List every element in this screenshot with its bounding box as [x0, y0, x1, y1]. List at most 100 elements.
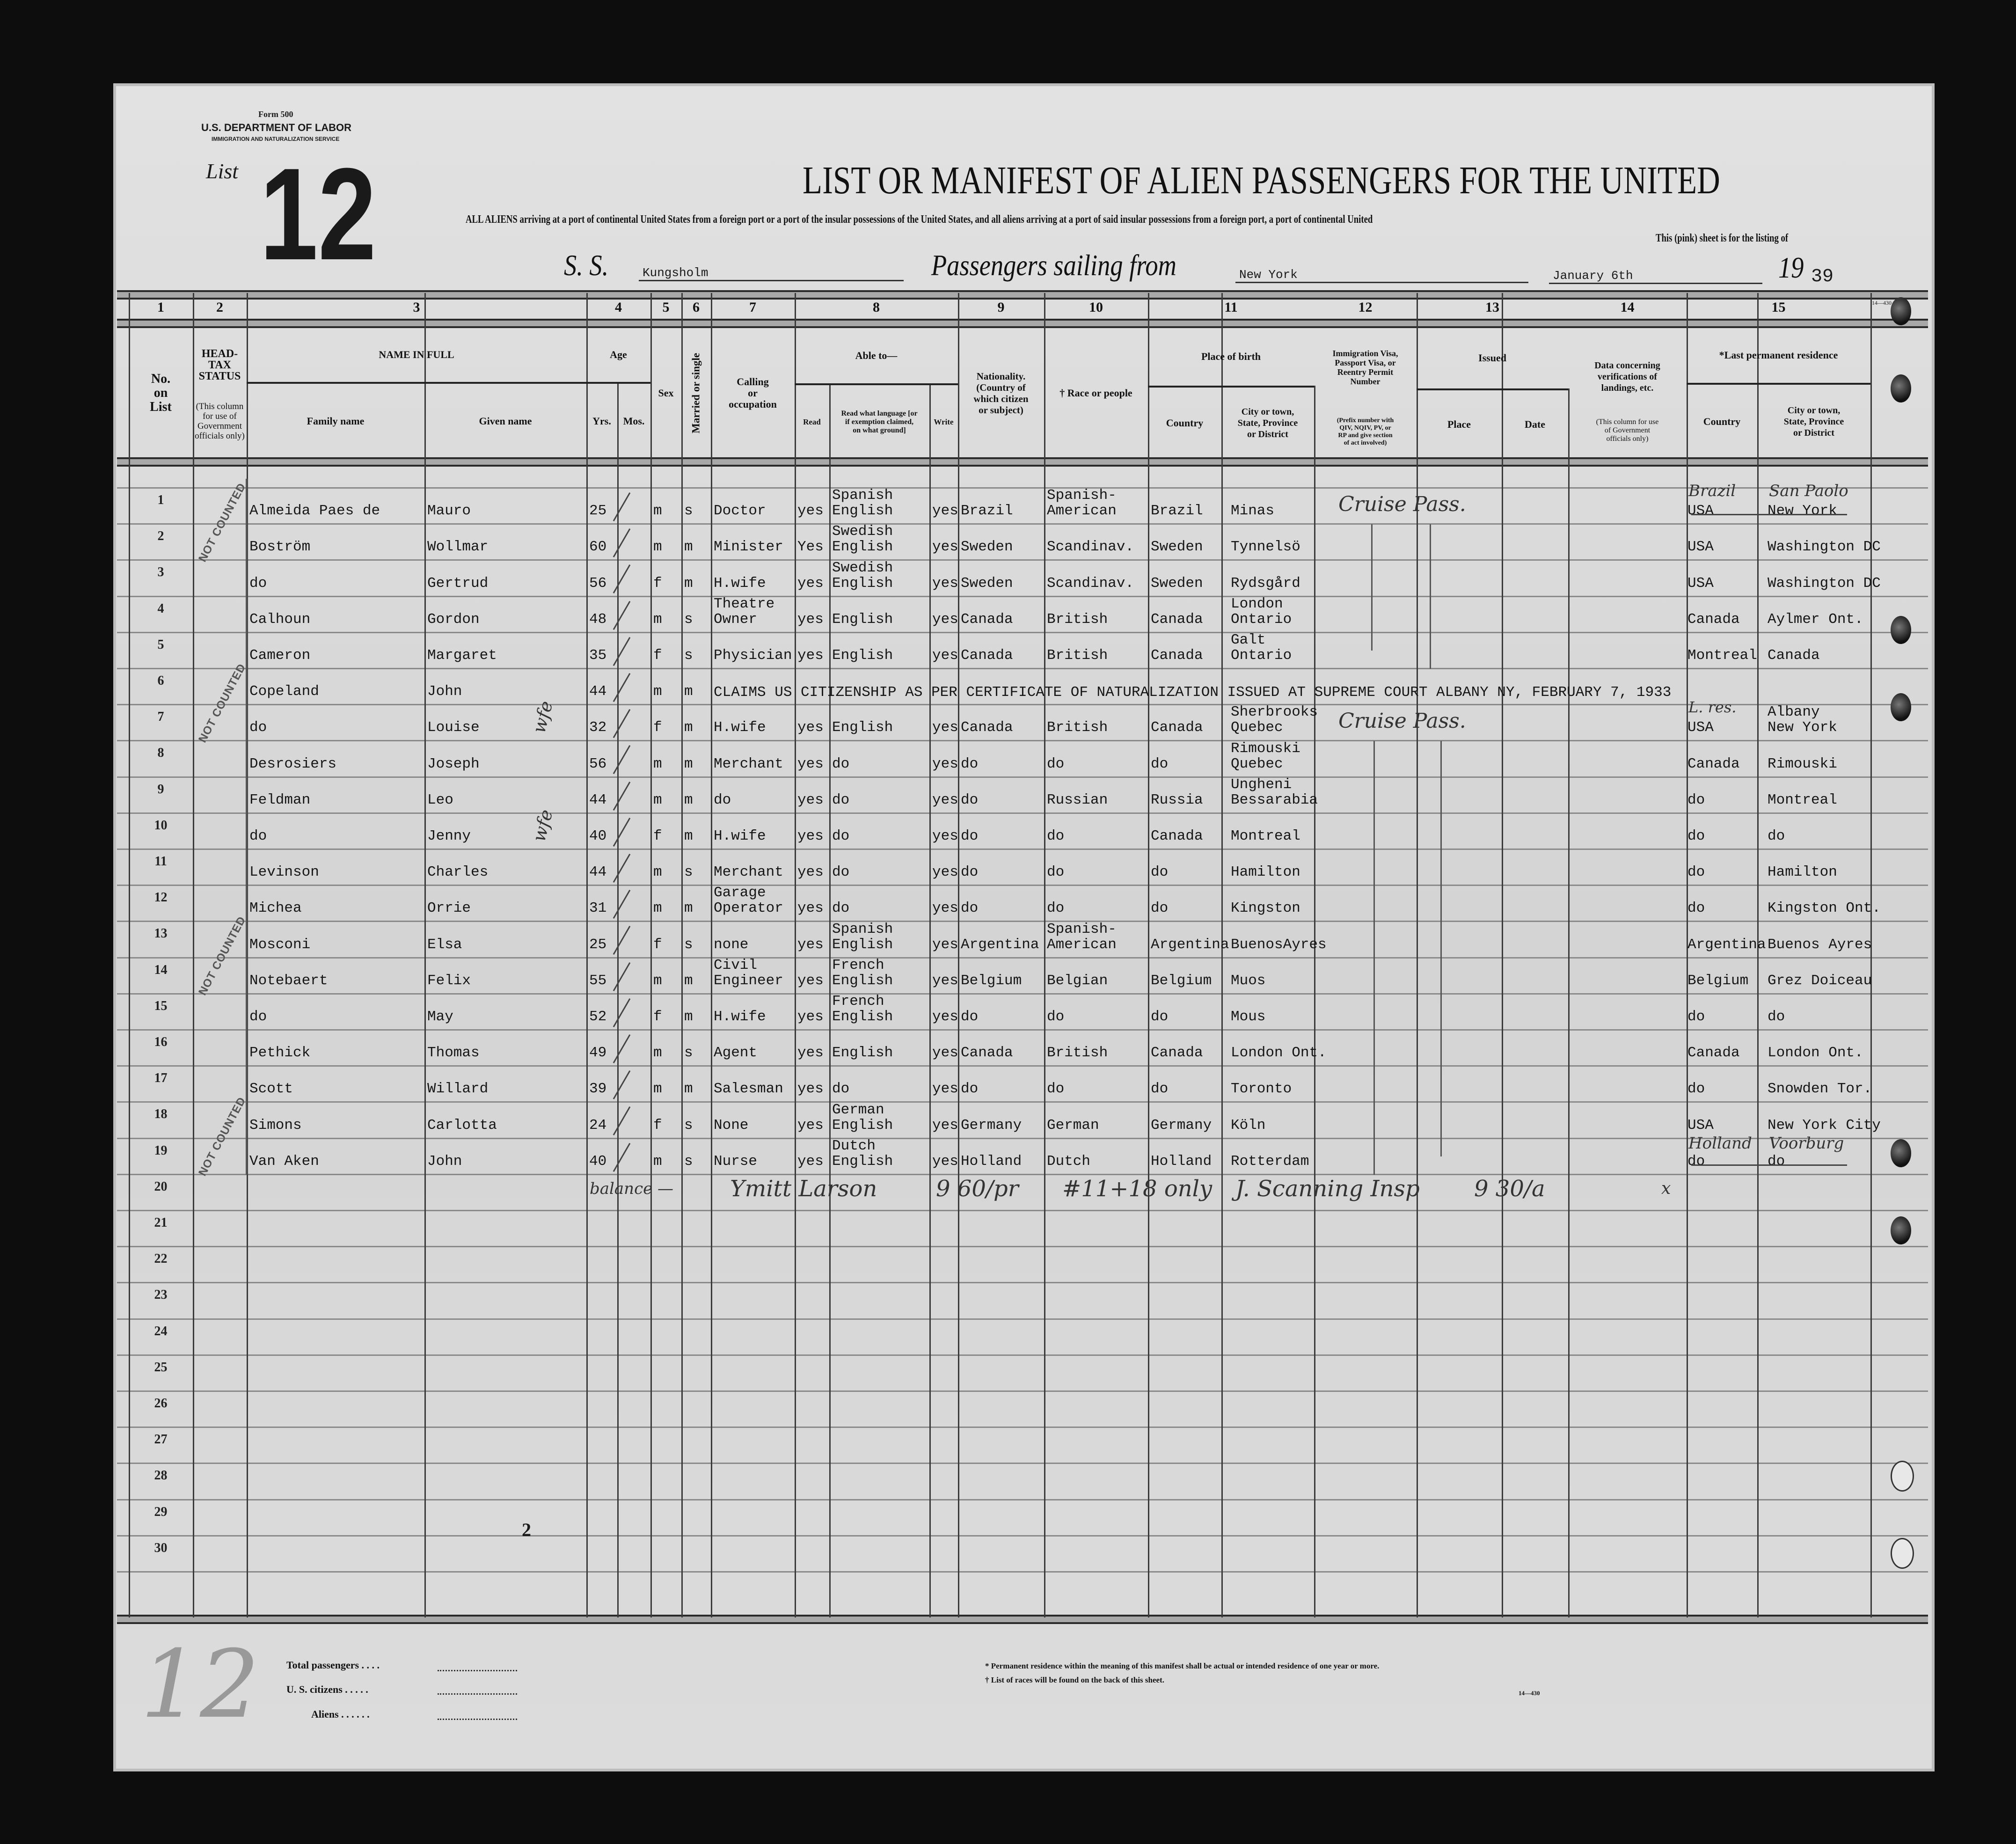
column-rule: [711, 293, 712, 1617]
cell-birth-city: Köln: [1231, 1117, 1266, 1134]
cell-write: yes: [932, 864, 958, 881]
instruction-text: ALL ALIENS arriving at a port of contine…: [466, 213, 1373, 226]
row-rule: [117, 595, 1928, 597]
cell-language: do: [832, 900, 850, 917]
manifest-sheet: [113, 83, 1935, 1771]
cell-marital: s: [684, 1117, 693, 1134]
cell-sex: f: [653, 1117, 662, 1134]
manifest-title: LIST OR MANIFEST OF ALIEN PASSENGERS FOR…: [803, 159, 1720, 202]
column-number: 8: [873, 300, 880, 315]
list-number: 12: [260, 141, 377, 287]
cell-read: yes: [797, 791, 824, 808]
inspector-note: #11+18 only: [1062, 1175, 1213, 1202]
column-rule: [129, 293, 130, 1617]
cell-race: do: [1047, 755, 1065, 772]
row-rule: [117, 523, 1928, 525]
cell-read: yes: [797, 972, 824, 989]
row-number: 24: [154, 1324, 168, 1339]
cell-read: yes: [797, 719, 824, 736]
column-rule: [193, 293, 194, 1617]
cell-family: Scott: [249, 1081, 293, 1098]
row-number: 4: [157, 601, 164, 616]
cell-res-city: Buenos Ayres: [1768, 936, 1872, 953]
cell-res-country: do: [1687, 791, 1705, 808]
cell-birth-city: Rotterdam: [1231, 1153, 1309, 1170]
row-number: 1: [157, 493, 164, 507]
cell-family: do: [249, 575, 267, 592]
cell-given: Elsa: [427, 936, 462, 953]
cell-res-city: Grez Doiceau: [1768, 972, 1872, 989]
header-name-in-full: NAME IN FULL: [379, 349, 454, 360]
column-number: 15: [1771, 300, 1786, 315]
subcolumn-rule: [929, 383, 931, 1617]
header-birth-country: Country: [1166, 417, 1204, 429]
cell-family: Copeland: [249, 683, 319, 700]
cell-write: yes: [932, 827, 958, 844]
cell-race: Russian: [1047, 791, 1108, 808]
cell-write: yes: [932, 1117, 958, 1134]
cell-race: Scandinav.: [1047, 575, 1134, 592]
cell-yrs: 31: [589, 900, 607, 917]
cell-yrs: 35: [589, 647, 607, 664]
pencil-stroke: [1373, 741, 1375, 1175]
cell-family: Cameron: [249, 647, 311, 664]
footnote-races: † List of races will be found on the bac…: [985, 1676, 1164, 1684]
aliens-label: Aliens . . . . . .: [311, 1708, 370, 1720]
row-number: 9: [157, 782, 164, 797]
cell-write: yes: [932, 539, 958, 556]
cell-birth-city: Muos: [1231, 972, 1266, 989]
cell-race: British: [1047, 611, 1108, 628]
heavy-rule: [117, 290, 1928, 300]
cell-nationality: Canada: [961, 647, 1013, 664]
cell-marital: s: [684, 864, 693, 881]
cell-sex: f: [653, 1008, 662, 1025]
cell-yrs: 55: [589, 972, 607, 989]
column-number: 14: [1620, 300, 1635, 315]
cell-given: John: [427, 683, 462, 700]
cell-birth-city: Minas: [1231, 503, 1275, 520]
column-number: 9: [997, 300, 1005, 315]
header-age: Age: [610, 349, 627, 360]
cell-given: Willard: [427, 1081, 489, 1098]
cell-nationality: Canada: [961, 611, 1013, 628]
header-no-on-list: No. on List: [150, 372, 172, 414]
header-issued-date: Date: [1525, 418, 1545, 430]
cell-occupation: Minister: [714, 539, 783, 556]
cell-birth-city: Mous: [1231, 1008, 1266, 1025]
cell-sex: f: [653, 936, 662, 953]
row-number: 16: [154, 1035, 168, 1049]
cell-language: Dutch English: [832, 1137, 893, 1170]
cell-res-city: Rimouski: [1768, 755, 1837, 772]
footnote-residence: * Permanent residence within the meaning…: [985, 1661, 1380, 1670]
header-age-years: Yrs.: [592, 415, 611, 427]
subcolumn-rule: [1757, 383, 1759, 1617]
cell-write: yes: [932, 647, 958, 664]
cell-given: Charles: [427, 864, 489, 881]
margin-mark: 12: [140, 1630, 260, 1739]
cell-race: Spanish- American: [1047, 487, 1117, 520]
year-prefix: 19: [1778, 251, 1804, 284]
cell-yrs: 25: [589, 503, 607, 520]
cell-res-city: Washington DC: [1768, 539, 1881, 556]
cell-nationality: Brazil: [961, 503, 1013, 520]
us-citizens-field: [438, 1693, 517, 1695]
cell-res-city: do: [1768, 1153, 1785, 1170]
row-number: 20: [154, 1179, 168, 1194]
row-rule: [117, 1463, 1928, 1464]
cell-marital: m: [684, 575, 693, 592]
header-read: Read: [803, 417, 821, 426]
cell-family: do: [249, 1008, 267, 1025]
cell-family: Michea: [249, 900, 302, 917]
cell-res-country: Argentina: [1687, 936, 1766, 953]
cell-res-country: do: [1687, 1081, 1705, 1098]
header-nationality: Nationality. (Country of which citizen o…: [973, 371, 1029, 416]
cell-res-country: Canada: [1687, 1045, 1740, 1061]
row-rule: [117, 631, 1928, 633]
cell-family: Feldman: [249, 791, 311, 808]
row-number: 22: [154, 1251, 168, 1266]
binder-hole: [1891, 1139, 1911, 1168]
column-rule: [1044, 293, 1045, 1617]
inspector-note: balance —: [590, 1179, 674, 1198]
ss-label: S. S.: [564, 249, 609, 282]
row-rule: [117, 957, 1928, 959]
